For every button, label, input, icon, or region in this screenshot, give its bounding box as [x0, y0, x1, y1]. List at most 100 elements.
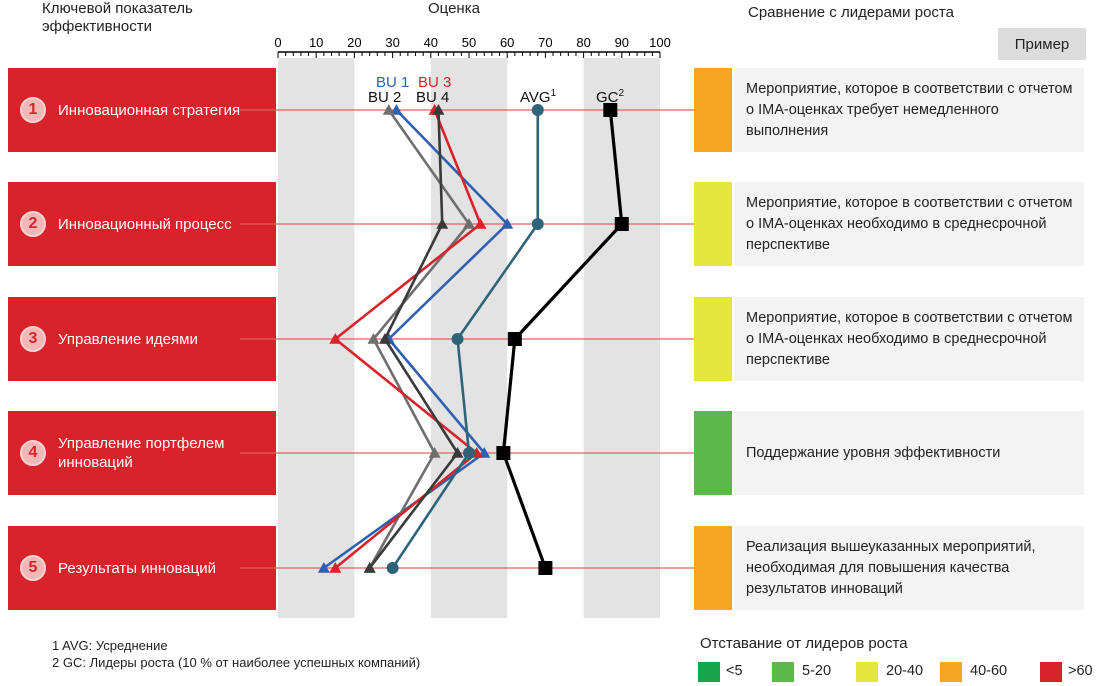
- kpi-number-5: 5: [20, 555, 46, 581]
- score-title: Оценка: [428, 0, 480, 17]
- footnote-gc: 2 GC: Лидеры роста (10 % от наиболее усп…: [52, 655, 421, 670]
- marker-bu-4-4: [451, 447, 464, 458]
- marker-gc-2: [614, 217, 629, 231]
- legend-title: Отставание от лидеров роста: [700, 635, 908, 652]
- kpi-label-2: Инновационный процесс: [58, 215, 232, 233]
- x-tick-label: 40: [424, 35, 438, 50]
- marker-bu-1-5: [317, 562, 330, 573]
- x-tick-label: 90: [615, 35, 629, 50]
- marker-bu-2-1: [382, 104, 395, 115]
- kpi-box-4: 4 Управление портфелем инноваций: [8, 411, 276, 495]
- x-tick-label: 10: [309, 35, 323, 50]
- grey-band-2: [430, 58, 508, 618]
- footnote-avg: 1 AVG: Усреднение: [52, 638, 168, 653]
- marker-bu-3-2: [474, 218, 487, 229]
- recommendation-swatch-2: [694, 182, 732, 266]
- comparison-title: Сравнение с лидерами роста: [748, 4, 954, 21]
- kpi-column-title: Ключевой показатель эффективности: [42, 0, 193, 36]
- marker-gc-1: [603, 103, 618, 117]
- kpi-box-5: 5 Результаты инноваций: [8, 526, 276, 610]
- marker-bu-1-2: [501, 218, 514, 229]
- marker-bu-3-5: [329, 562, 342, 573]
- marker-avg-2: [531, 218, 544, 230]
- series-label-avg: AVG1: [520, 88, 557, 106]
- marker-bu-2-3: [367, 333, 380, 344]
- legend-label-1: <5: [726, 663, 743, 679]
- marker-gc-4: [496, 446, 511, 460]
- legend-swatch-3: [856, 662, 878, 682]
- marker-avg-1: [531, 104, 544, 116]
- series-label-bu-3: BU 3: [418, 74, 451, 91]
- marker-avg-5: [386, 562, 399, 574]
- legend-label-5: >60: [1068, 663, 1093, 679]
- marker-avg-3: [451, 333, 464, 345]
- example-button[interactable]: Пример: [998, 28, 1086, 60]
- legend-swatch-1: [698, 662, 720, 682]
- recommendation-text-2: Мероприятие, которое в соответствии с от…: [746, 194, 1073, 253]
- marker-bu-2-2: [463, 218, 475, 229]
- kpi-title-line2: эффективности: [42, 18, 153, 35]
- chart-series-labels: BU 1BU 2 BU 3BU 4 AVG1 GC2: [368, 74, 625, 106]
- kpi-box-1: 1 Инновационная стратегия: [8, 68, 276, 152]
- series-label-bu-1: BU 1: [376, 74, 409, 91]
- chart-bands: [278, 58, 660, 618]
- x-tick-label: 100: [649, 35, 671, 50]
- chart-series: [317, 103, 629, 575]
- series-label-gc: GC2: [596, 88, 625, 106]
- kpi-box-2: 2 Инновационный процесс: [8, 182, 276, 266]
- recommendation-swatch-1: [694, 68, 732, 152]
- marker-bu-4-2: [436, 218, 449, 229]
- recommendation-box-5: Реализация вышеуказанных мероприятий, не…: [734, 526, 1084, 610]
- series-label-sup: 1: [551, 88, 557, 99]
- kpi-title-line1: Ключевой показатель: [42, 0, 193, 17]
- marker-gc-3: [507, 332, 522, 346]
- recommendation-swatch-3: [694, 297, 732, 381]
- kpi-label-1: Инновационная стратегия: [58, 101, 241, 119]
- kpi-box-3: 3 Управление идеями: [8, 297, 276, 381]
- marker-bu-3-3: [329, 333, 342, 344]
- kpi-number-1: 1: [20, 97, 46, 123]
- marker-avg-4: [463, 447, 475, 459]
- recommendation-box-2: Мероприятие, которое в соответствии с от…: [734, 182, 1084, 266]
- kpi-number-2: 2: [20, 211, 46, 237]
- recommendation-box-1: Мероприятие, которое в соответствии с от…: [734, 68, 1084, 152]
- marker-bu-4-5: [363, 562, 376, 573]
- kpi-number-3: 3: [20, 326, 46, 352]
- kpi-label-3: Управление идеями: [58, 330, 198, 348]
- legend-label-3: 20-40: [886, 663, 924, 679]
- series-label-sup: 2: [619, 88, 625, 99]
- legend-swatch-2: [772, 662, 794, 682]
- recommendation-text-3: Мероприятие, которое в соответствии с от…: [746, 309, 1073, 368]
- marker-bu-4-1: [432, 104, 445, 115]
- legend-label-2: 5-20: [802, 663, 832, 679]
- grey-band-3: [583, 58, 660, 618]
- x-tick-label: 50: [462, 35, 476, 50]
- legend-label-4: 40-60: [970, 663, 1008, 679]
- legend-swatch-4: [940, 662, 962, 682]
- recommendation-text-4: Поддержание уровня эффективности: [746, 444, 1001, 461]
- recommendation-text-1: Мероприятие, которое в соответствии с от…: [746, 80, 1073, 139]
- chart-axis: 0 10 20 30 40 50 60 70 80 90 100: [274, 35, 671, 58]
- marker-bu-1-1: [390, 104, 403, 115]
- kpi-number-4: 4: [20, 440, 46, 466]
- legend-swatch-5: [1040, 662, 1062, 682]
- recommendation-swatch-5: [694, 526, 732, 610]
- x-tick-label: 60: [500, 35, 514, 50]
- grey-band-1: [278, 58, 355, 618]
- marker-bu-2-4: [428, 447, 441, 458]
- x-tick-label: 80: [576, 35, 590, 50]
- score-chart: 0 10 20 30 40 50 60 70 80 90 100 BU 1BU 2 BU 3BU 4 A…: [240, 35, 700, 618]
- recommendation-text-5: Реализация вышеуказанных мероприятий, не…: [746, 538, 1036, 597]
- x-tick-label: 20: [347, 35, 361, 50]
- x-tick-label: 30: [385, 35, 399, 50]
- recommendation-box-4: Поддержание уровня эффективности: [734, 411, 1084, 495]
- recommendation-swatch-4: [694, 411, 732, 495]
- series-label-bu-4: BU 4: [416, 89, 449, 106]
- series-label-bu-2: BU 2: [368, 89, 401, 106]
- kpi-label-4: Управление портфелем инноваций: [58, 435, 225, 471]
- kpi-label-5: Результаты инноваций: [58, 559, 216, 577]
- marker-bu-4-3: [378, 333, 391, 344]
- marker-bu-1-4: [478, 447, 491, 458]
- recommendation-box-3: Мероприятие, которое в соответствии с от…: [734, 297, 1084, 381]
- marker-gc-5: [538, 561, 553, 575]
